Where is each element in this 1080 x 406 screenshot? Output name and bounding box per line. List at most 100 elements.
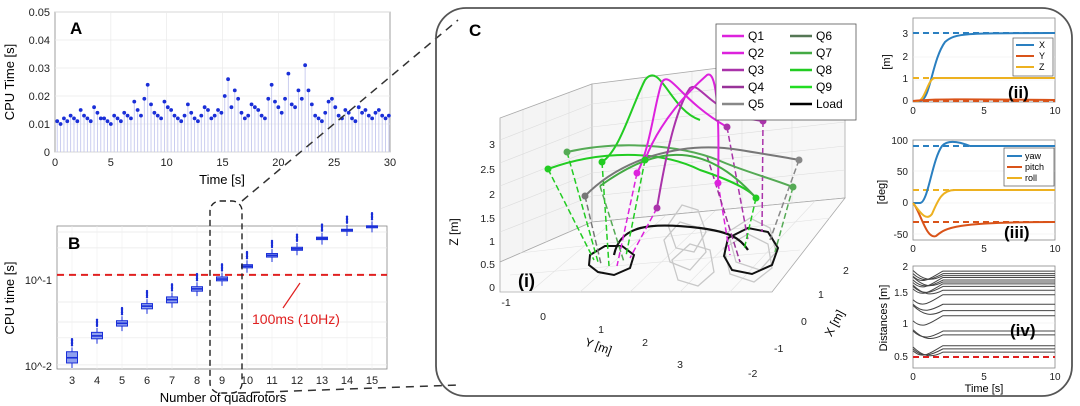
legend-entry-load: Load [816,97,843,111]
c-xtick: 2 [843,265,849,277]
b-outlier [70,337,74,341]
a-point [346,110,351,115]
a-point [182,113,187,118]
panel-a-xlabel: Time [s] [199,172,245,187]
panel-b-xlabel: Number of quadrotors [160,390,287,405]
iv-distance-line [912,270,1055,280]
a-point [306,88,311,93]
iii-xtick: 0 [910,244,916,255]
a-point [386,113,391,118]
a-point [202,105,207,110]
panel-a-points [55,63,391,126]
a-point [336,113,341,118]
b-xtick: 3 [69,375,75,387]
a-point [326,99,331,104]
quad-markers [544,117,803,212]
a-point [273,99,277,104]
a-point [65,119,70,124]
a-point [75,119,80,124]
c-xticks: -2 -1 0 1 2 [748,265,849,380]
panel-b-grid [57,226,387,369]
c-ylabel: Y [m] [583,335,614,358]
b-xtick: 15 [366,375,378,387]
iv-distance-line [912,348,1055,356]
a-ytick: 0.05 [29,7,50,19]
b-xtick: 6 [144,375,150,387]
ii-xticks: 0 5 10 [910,106,1061,117]
a-point [102,116,107,121]
a-point [266,96,271,101]
a-point [259,113,264,118]
b-xtick: 10 [241,375,253,387]
a-point [129,116,133,121]
a-point [370,116,375,121]
zoom-line-bottom [237,384,459,394]
a-point [319,119,324,124]
a-point [132,99,137,104]
a-point [313,113,318,118]
ii-ylabel: [m] [881,54,893,69]
quad-trajectories [547,73,800,209]
ii-xtick: 10 [1049,106,1061,117]
a-point [62,116,66,121]
legend-entry-q2: Q2 [748,46,764,60]
a-point [159,116,163,121]
c-annotation-i: (i) [518,271,535,291]
b-ytick: 10^-2 [25,361,52,373]
iv-distance-line [912,285,1055,293]
c-ytick: 0 [540,311,546,323]
iii-legend-items: yaw pitch roll [1007,151,1044,183]
a-point [206,108,210,112]
c-xtick: -2 [748,368,757,380]
a-point [68,113,73,118]
a-point [209,116,214,121]
panel-b-highlight-box [209,200,243,394]
a-point [149,102,153,107]
ii-series-x [913,32,1056,102]
a-point [269,82,274,87]
iii-legend-pitch: pitch [1025,162,1044,172]
legend-entry-q6: Q6 [816,29,832,43]
a-point [72,116,76,121]
a-point [169,108,174,112]
iv-distance-line [912,305,1055,315]
a-xtick: 0 [52,157,58,169]
a-point [98,116,103,121]
panel-c-3d: 0 0.5 1 1.5 2 2.5 3 -1 0 1 2 3 -2 -1 0 1… [447,23,857,380]
c-xtick: 1 [818,289,824,301]
a-point [366,113,371,118]
a-ytick: 0.01 [29,119,50,131]
a-xtick: 5 [108,157,114,169]
a-point [152,110,157,115]
a-point [55,119,60,124]
ii-ytick: 3 [902,29,908,40]
iv-xtick: 5 [981,372,987,383]
iii-series-roll [912,189,1055,218]
b-xtick: 7 [169,375,175,387]
panel-ii: X Y Z (ii) 0 1 2 3 0 5 10 [m] [881,17,1061,117]
iv-distance-line [912,303,1055,311]
iii-legend-roll: roll [1025,173,1037,183]
a-point [58,122,63,126]
iv-annotation: (iv) [1010,321,1036,340]
a-ytick: 0 [44,147,50,159]
iv-ytick: 1 [902,319,908,330]
a-point [122,110,127,115]
b-xtick: 9 [219,375,225,387]
iii-ytick: -50 [894,230,909,241]
a-point [185,102,190,107]
a-point [283,96,287,101]
legend-entry-q1: Q1 [748,29,764,43]
iii-legend-yaw: yaw [1025,151,1042,161]
cables [547,120,800,267]
iv-distance-line [912,315,1055,326]
ii-ytick: 1 [902,74,908,85]
c-ztick: 3 [489,139,495,151]
panel-c-frame [435,7,1073,397]
ii-yticks: 0 1 2 3 [902,29,908,107]
a-point [112,113,117,118]
panel-a-letter: A [70,19,82,38]
a-point [78,108,83,112]
iii-ylabel: [deg] [876,180,888,204]
a-ytick: 0.02 [29,91,50,103]
